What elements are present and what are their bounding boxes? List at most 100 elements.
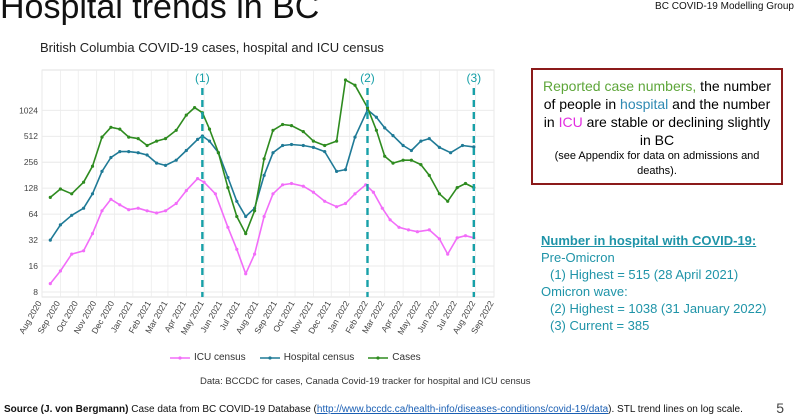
data-point-2 bbox=[343, 78, 348, 82]
marker-label-1: (1) bbox=[195, 71, 210, 85]
data-point-1 bbox=[335, 169, 339, 173]
legend-item-hospital: Hospital census bbox=[259, 352, 355, 363]
data-point-1 bbox=[90, 192, 95, 196]
data-point-1 bbox=[100, 169, 104, 173]
data-point-0 bbox=[455, 236, 459, 240]
omicron-highest: (2) Highest = 1038 (31 January 2022) bbox=[550, 301, 767, 316]
data-point-2 bbox=[383, 154, 387, 158]
data-point-1 bbox=[196, 137, 200, 141]
legend-item-icu: ICU census bbox=[170, 352, 246, 363]
data-point-0 bbox=[281, 183, 285, 187]
data-point-2 bbox=[244, 232, 248, 236]
y-tick-label: 1024 bbox=[19, 105, 38, 115]
data-point-0 bbox=[437, 237, 441, 241]
data-point-2 bbox=[48, 195, 52, 199]
legend-cases-swatch bbox=[368, 355, 389, 360]
legend-icu-label: ICU census bbox=[194, 352, 246, 363]
data-point-1 bbox=[281, 143, 285, 148]
data-point-2 bbox=[262, 157, 266, 161]
data-point-1 bbox=[311, 145, 315, 149]
data-point-1 bbox=[391, 134, 395, 138]
callout-text-3: are stable or declining slightly in BC bbox=[582, 114, 771, 148]
data-point-0 bbox=[463, 234, 468, 238]
data-point-1 bbox=[427, 137, 431, 141]
data-point-2 bbox=[90, 164, 95, 168]
data-point-1 bbox=[184, 148, 188, 153]
hospital-summary: Number in hospital with COVID-19: Pre-Om… bbox=[541, 232, 766, 334]
source-text-post: ). STL trend lines on log scale. bbox=[608, 404, 743, 415]
data-point-2 bbox=[226, 186, 230, 190]
callout-text-1: the number of people in bbox=[543, 78, 772, 112]
data-point-0 bbox=[244, 272, 248, 276]
data-point-2 bbox=[193, 106, 197, 110]
data-point-1 bbox=[262, 173, 266, 177]
data-point-0 bbox=[184, 189, 188, 193]
data-point-2 bbox=[70, 192, 74, 196]
data-point-2 bbox=[374, 128, 378, 132]
data-point-0 bbox=[70, 252, 74, 256]
data-point-1 bbox=[155, 161, 159, 165]
slide-title: Hospital trends in BC bbox=[0, 0, 320, 26]
data-point-2 bbox=[163, 137, 168, 141]
data-point-1 bbox=[343, 168, 348, 172]
data-point-1 bbox=[301, 143, 305, 148]
data-point-2 bbox=[437, 192, 441, 196]
callout-text-2: and the number in bbox=[543, 96, 771, 130]
data-point-0 bbox=[323, 199, 327, 203]
data-point-1 bbox=[419, 139, 423, 143]
data-point-0 bbox=[109, 197, 113, 201]
data-point-0 bbox=[446, 252, 450, 256]
data-point-2 bbox=[100, 135, 104, 139]
data-point-1 bbox=[109, 155, 113, 160]
data-point-1 bbox=[226, 175, 230, 180]
data-point-2 bbox=[235, 214, 239, 219]
data-point-2 bbox=[301, 130, 305, 134]
data-point-2 bbox=[155, 139, 159, 143]
callout-icu-text: ICU bbox=[558, 114, 583, 130]
data-point-1 bbox=[48, 238, 52, 242]
data-point-0 bbox=[380, 206, 384, 210]
data-point-1 bbox=[289, 142, 294, 147]
legend-hospital-label: Hospital census bbox=[283, 352, 355, 363]
data-point-2 bbox=[353, 83, 357, 87]
data-point-2 bbox=[281, 122, 285, 127]
data-point-0 bbox=[155, 211, 159, 215]
data-point-2 bbox=[446, 199, 450, 203]
data-point-0 bbox=[415, 230, 419, 234]
page-number: 5 bbox=[776, 400, 784, 416]
data-point-0 bbox=[311, 190, 315, 194]
y-tick-label: 512 bbox=[24, 131, 38, 141]
data-point-2 bbox=[311, 139, 315, 143]
y-tick-label: 256 bbox=[24, 157, 38, 167]
data-point-0 bbox=[100, 209, 104, 213]
chart-caption: Data: BCCDC for cases, Canada Covid-19 t… bbox=[200, 376, 531, 387]
data-point-1 bbox=[58, 223, 63, 227]
data-point-0 bbox=[163, 209, 168, 213]
source-link[interactable]: http://www.bccdc.ca/health-info/diseases… bbox=[316, 404, 609, 415]
data-point-0 bbox=[335, 205, 339, 209]
hospital-summary-heading: Number in hospital with COVID-19: bbox=[541, 233, 757, 248]
summary-callout: Reported case numbers, the number of peo… bbox=[531, 68, 783, 185]
plot-background bbox=[41, 69, 495, 298]
data-point-2 bbox=[409, 158, 413, 162]
omicron-wave-label: Omicron wave: bbox=[541, 284, 628, 299]
pre-omicron-label: Pre-Omicron bbox=[541, 250, 615, 265]
data-point-1 bbox=[244, 214, 248, 219]
data-point-1 bbox=[401, 143, 405, 148]
data-point-0 bbox=[174, 201, 178, 206]
data-point-2 bbox=[207, 127, 212, 131]
data-point-0 bbox=[427, 228, 431, 232]
y-axis-ticks: 8 16 32 64 128 256 512 1024 bbox=[19, 105, 38, 297]
y-tick-label: 8 bbox=[33, 287, 38, 297]
legend-cases-label: Cases bbox=[392, 352, 421, 363]
data-point-0 bbox=[213, 192, 217, 196]
data-point-0 bbox=[48, 282, 52, 286]
data-point-0 bbox=[226, 225, 230, 229]
data-point-2 bbox=[174, 128, 178, 132]
data-point-0 bbox=[388, 218, 392, 222]
data-point-2 bbox=[419, 163, 423, 167]
data-point-1 bbox=[127, 150, 131, 154]
data-point-1 bbox=[472, 145, 476, 149]
